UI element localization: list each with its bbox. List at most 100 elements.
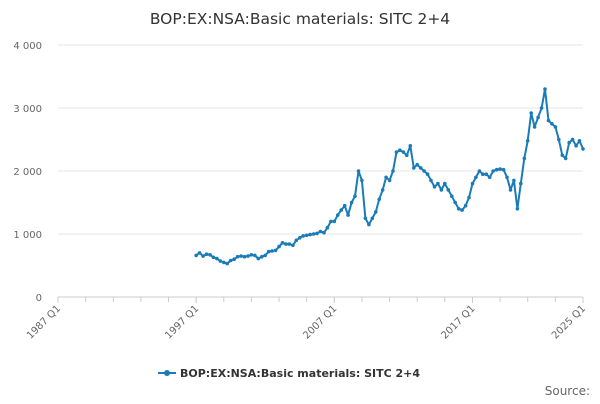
data-point[interactable] <box>208 253 212 257</box>
data-point[interactable] <box>429 178 433 183</box>
data-point[interactable] <box>298 236 302 240</box>
data-point[interactable] <box>453 200 458 205</box>
data-point[interactable] <box>546 118 551 123</box>
data-point[interactable] <box>543 87 547 91</box>
data-point[interactable] <box>284 242 288 246</box>
data-point[interactable] <box>460 208 464 212</box>
data-point[interactable] <box>377 197 382 202</box>
data-point[interactable] <box>536 115 540 120</box>
data-point[interactable] <box>398 148 402 152</box>
data-point[interactable] <box>315 231 319 236</box>
data-point[interactable] <box>529 111 533 115</box>
data-point[interactable] <box>508 188 513 192</box>
data-point[interactable] <box>512 178 516 183</box>
data-point[interactable] <box>436 181 440 186</box>
legend[interactable]: BOP:EX:NSA:Basic materials: SITC 2+4 <box>158 367 420 380</box>
data-point[interactable] <box>491 169 496 173</box>
data-point[interactable] <box>253 253 257 258</box>
data-point[interactable] <box>446 188 451 192</box>
data-point[interactable] <box>567 140 571 145</box>
data-point[interactable] <box>346 213 350 217</box>
data-point[interactable] <box>260 254 264 259</box>
data-point[interactable] <box>291 243 295 248</box>
data-point[interactable] <box>225 261 229 266</box>
data-point[interactable] <box>339 208 344 212</box>
data-point[interactable] <box>439 188 444 192</box>
data-point[interactable] <box>367 222 371 227</box>
data-point[interactable] <box>222 260 226 265</box>
data-point[interactable] <box>308 232 312 237</box>
data-point[interactable] <box>581 147 585 151</box>
data-point[interactable] <box>301 234 306 238</box>
data-point[interactable] <box>408 144 413 148</box>
data-point[interactable] <box>342 203 347 208</box>
data-point[interactable] <box>553 125 558 129</box>
data-point[interactable] <box>332 219 337 224</box>
data-point[interactable] <box>273 248 278 253</box>
data-point[interactable] <box>349 200 354 205</box>
data-point[interactable] <box>563 156 568 161</box>
data-point[interactable] <box>329 219 333 224</box>
data-point[interactable] <box>515 207 520 211</box>
data-point[interactable] <box>474 175 478 180</box>
data-point[interactable] <box>304 233 309 238</box>
data-point[interactable] <box>287 242 292 246</box>
data-point[interactable] <box>494 167 499 172</box>
data-point[interactable] <box>401 150 406 154</box>
data-point[interactable] <box>336 213 340 217</box>
data-point[interactable] <box>525 139 530 143</box>
data-point[interactable] <box>277 244 281 249</box>
data-point[interactable] <box>194 253 198 258</box>
data-point[interactable] <box>532 125 537 129</box>
data-point[interactable] <box>415 162 420 167</box>
data-point[interactable] <box>322 230 326 235</box>
data-point[interactable] <box>363 216 368 221</box>
data-point[interactable] <box>204 252 209 256</box>
data-point[interactable] <box>249 253 254 257</box>
data-point[interactable] <box>432 185 437 189</box>
data-point[interactable] <box>467 195 471 200</box>
data-point[interactable] <box>370 216 375 221</box>
data-point[interactable] <box>550 122 554 126</box>
data-point[interactable] <box>197 251 202 255</box>
data-point[interactable] <box>353 194 357 198</box>
data-point[interactable] <box>574 144 578 148</box>
data-point[interactable] <box>412 166 416 170</box>
data-point[interactable] <box>484 172 489 176</box>
data-point[interactable] <box>201 254 205 258</box>
data-point[interactable] <box>228 258 233 263</box>
series-line[interactable] <box>195 88 584 265</box>
data-point[interactable] <box>505 175 509 180</box>
data-point[interactable] <box>501 167 506 172</box>
data-point[interactable] <box>356 169 361 173</box>
data-point[interactable] <box>443 181 447 186</box>
data-point[interactable] <box>384 175 388 180</box>
data-point[interactable] <box>387 178 392 183</box>
data-point[interactable] <box>450 194 454 198</box>
data-point[interactable] <box>498 167 502 171</box>
data-point[interactable] <box>380 188 385 192</box>
data-point[interactable] <box>246 254 250 258</box>
data-point[interactable] <box>360 178 364 183</box>
data-point[interactable] <box>318 229 323 234</box>
data-point[interactable] <box>422 169 426 173</box>
data-point[interactable] <box>539 106 544 110</box>
data-point[interactable] <box>487 175 492 180</box>
data-point[interactable] <box>242 254 247 259</box>
data-point[interactable] <box>456 207 461 211</box>
data-point[interactable] <box>280 241 285 245</box>
data-point[interactable] <box>294 238 299 243</box>
data-point[interactable] <box>405 153 409 158</box>
data-point[interactable] <box>481 172 485 176</box>
data-point[interactable] <box>256 256 261 261</box>
data-point[interactable] <box>325 225 330 230</box>
data-point[interactable] <box>270 249 274 253</box>
data-point[interactable] <box>218 259 223 263</box>
data-point[interactable] <box>577 139 582 143</box>
data-point[interactable] <box>463 203 468 208</box>
data-point[interactable] <box>263 253 268 258</box>
data-point[interactable] <box>232 257 236 262</box>
data-point[interactable] <box>519 181 523 186</box>
data-point[interactable] <box>239 254 243 258</box>
data-point[interactable] <box>470 181 475 186</box>
